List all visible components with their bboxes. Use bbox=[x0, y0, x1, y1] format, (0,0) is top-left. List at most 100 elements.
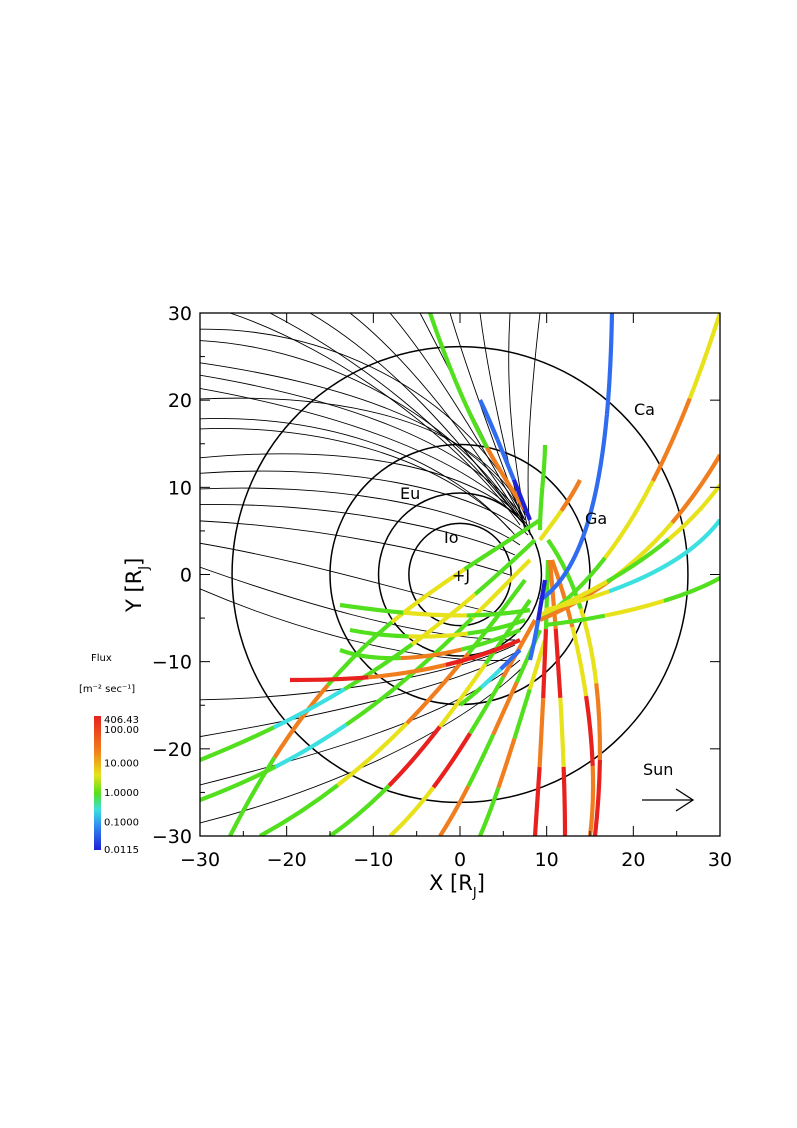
flux-trajectory-segment bbox=[538, 313, 720, 622]
flux-trajectory-segment bbox=[532, 559, 551, 836]
flux-trajectory-segment bbox=[544, 576, 720, 628]
flux-trajectory-segment bbox=[438, 629, 542, 836]
x-axis-title: X [RJ] bbox=[429, 871, 485, 901]
jupiter-label: +J bbox=[452, 566, 470, 585]
sun-arrow-icon bbox=[642, 788, 695, 812]
flux-trajectory-segment bbox=[289, 638, 521, 683]
flux-trajectory-segment bbox=[544, 518, 720, 613]
flux-trajectory-segment bbox=[349, 618, 526, 639]
orbit-label-callisto: Ca bbox=[634, 400, 655, 419]
flux-trajectory-segment bbox=[537, 444, 548, 531]
x-tick-label: 10 bbox=[535, 849, 559, 871]
flux-trajectory-segment bbox=[532, 559, 551, 836]
flux-trajectory-segment bbox=[539, 483, 720, 617]
background-trajectory bbox=[449, 313, 526, 526]
x-tick-label: −30 bbox=[180, 849, 220, 871]
background-trajectory bbox=[200, 362, 521, 511]
flux-trajectory-segment bbox=[538, 313, 615, 602]
background-trajectory bbox=[229, 313, 521, 526]
flux-trajectory-segment bbox=[289, 638, 521, 683]
flux-trajectory-segment bbox=[339, 602, 531, 618]
background-trajectory bbox=[527, 313, 541, 536]
flux-trajectory-segment bbox=[289, 638, 521, 683]
flux-trajectory-segment bbox=[200, 538, 537, 762]
orbit-label-europa: Eu bbox=[400, 484, 420, 503]
flux-trajectory-segment bbox=[339, 602, 531, 618]
background-trajectory bbox=[200, 397, 521, 506]
flux-trajectory-segment bbox=[339, 628, 521, 661]
y-tick-label: −20 bbox=[152, 739, 192, 761]
y-tick-label: −10 bbox=[152, 652, 192, 674]
flux-trajectory-segment bbox=[539, 483, 720, 617]
flux-trajectory-segment bbox=[228, 518, 542, 836]
colorbar-tick-label: 406.43 bbox=[104, 715, 139, 726]
flux-trajectory-segment bbox=[328, 598, 532, 836]
flux-trajectory-segment bbox=[458, 648, 522, 707]
flux-trajectory-segment bbox=[539, 483, 720, 617]
colorbar-tick-label: 100.00 bbox=[104, 725, 139, 736]
background-trajectory bbox=[200, 418, 511, 531]
x-tick-label: 20 bbox=[621, 849, 645, 871]
flux-trajectory-segment bbox=[438, 629, 542, 836]
background-trajectory bbox=[200, 487, 521, 546]
flux-trajectory-segment bbox=[328, 598, 532, 836]
x-tick-label: 30 bbox=[708, 849, 732, 871]
flux-trajectory-segment bbox=[200, 558, 532, 802]
colorbar-title: Flux bbox=[91, 653, 112, 664]
flux-trajectory-segment bbox=[438, 629, 542, 836]
flux-trajectory-segment bbox=[200, 538, 537, 762]
flux-trajectory-segment bbox=[349, 618, 526, 639]
flux-trajectory-segment bbox=[458, 648, 522, 707]
background-trajectory bbox=[349, 313, 523, 521]
background-trajectory bbox=[269, 313, 521, 521]
flux-trajectory-segment bbox=[544, 576, 720, 628]
y-tick-label: 10 bbox=[168, 477, 192, 499]
background-trajectory bbox=[200, 520, 511, 576]
background-trajectory bbox=[200, 428, 516, 536]
background-trajectory bbox=[200, 340, 521, 521]
flux-trajectory-segment bbox=[428, 313, 527, 512]
flux-trajectory-segment bbox=[200, 538, 537, 762]
background-trajectory bbox=[389, 313, 524, 521]
colorbar-tick-label: 10.000 bbox=[104, 758, 139, 769]
background-trajectory bbox=[479, 313, 526, 531]
orbit-label-ganymede: Ga bbox=[585, 509, 607, 528]
flux-trajectory-segment bbox=[339, 602, 531, 618]
colorbar-tick-label: 0.1000 bbox=[104, 817, 139, 828]
flux-trajectory-segment bbox=[258, 578, 527, 836]
flux-trajectory-segment bbox=[527, 579, 548, 661]
orbit-eu bbox=[377, 492, 543, 657]
background-trajectory bbox=[200, 388, 531, 529]
flux-trajectory-segment bbox=[478, 639, 548, 836]
flux-trajectory-segment bbox=[550, 559, 596, 836]
flux-trajectory-segment bbox=[550, 559, 596, 836]
x-tick-label: 0 bbox=[454, 849, 466, 871]
flux-trajectory-segment bbox=[546, 538, 603, 836]
flux-trajectory-segment bbox=[547, 559, 568, 836]
flux-trajectory-segment bbox=[538, 313, 615, 602]
plot-area bbox=[200, 313, 720, 836]
background-trajectory bbox=[200, 374, 526, 521]
flux-trajectory-segment bbox=[537, 444, 548, 531]
flux-trajectory-segment bbox=[532, 559, 551, 836]
flux-trajectory-segment bbox=[478, 399, 532, 521]
axis-tick-labels: −30 −20 −10 0 10 20 30 −30 −20 −10 0 10 20 30 bbox=[152, 303, 732, 871]
flux-trajectory-segment bbox=[544, 576, 720, 628]
flux-trajectory-segment bbox=[544, 518, 720, 613]
flux-trajectory-segment bbox=[258, 578, 527, 836]
flux-trajectory-segment bbox=[388, 618, 537, 836]
y-axis-title: Y [RJ] bbox=[122, 558, 152, 613]
y-tick-label: −30 bbox=[152, 826, 192, 848]
flux-trajectory-segment bbox=[388, 618, 537, 836]
flux-trajectory-segment bbox=[544, 518, 720, 613]
flux-trajectory-segment bbox=[538, 313, 720, 622]
flux-trajectory-segment bbox=[478, 399, 532, 521]
background-trajectory bbox=[200, 542, 506, 616]
x-tick-label: −10 bbox=[353, 849, 393, 871]
flux-trajectory-segment bbox=[478, 639, 548, 836]
flux-trajectory-segment bbox=[388, 618, 537, 836]
flux-trajectory-segment bbox=[200, 558, 532, 802]
flux-trajectory-segment bbox=[547, 559, 568, 836]
flux-trajectory-segment bbox=[228, 518, 542, 836]
